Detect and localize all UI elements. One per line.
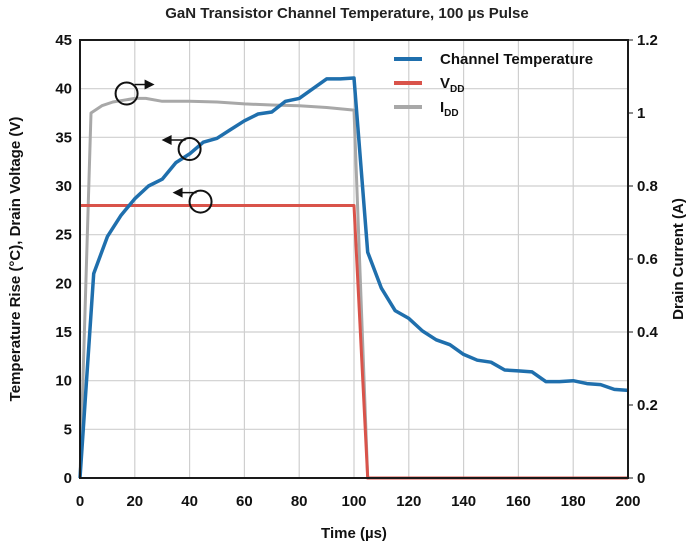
x-tick-labels: 0 20 40 60 80 100 120 140 160 180 200 (76, 493, 641, 510)
y-right-axis-label: Drain Current (A) (670, 198, 687, 320)
y-left-tick-label: 5 (64, 421, 72, 438)
y-left-tick-label: 20 (55, 275, 72, 292)
y-left-tick-label: 45 (55, 32, 72, 49)
y-left-tick-label: 0 (64, 470, 72, 487)
y-left-tick-labels: 0 5 10 15 20 25 30 35 40 45 (55, 32, 72, 487)
legend-label-main: I (440, 99, 444, 116)
y-left-tick-label: 40 (55, 81, 72, 98)
x-tick-label: 200 (615, 493, 640, 510)
legend-label: Channel Temperature (440, 51, 593, 68)
legend-item: IDD (394, 99, 459, 119)
x-tick-label: 60 (236, 493, 253, 510)
legend-label: IDD (440, 99, 459, 119)
chart-title: GaN Transistor Channel Temperature, 100 … (165, 5, 529, 22)
pointer-circle (188, 189, 213, 214)
arrow-left-icon (161, 135, 172, 146)
arrow-right-icon (144, 79, 155, 90)
y-left-tick-label: 15 (55, 324, 72, 341)
legend-label-main: V (440, 75, 450, 92)
y-right-tick-label: 1 (637, 105, 645, 122)
pointer-circle (177, 137, 202, 162)
arrow-left-icon (172, 187, 183, 198)
x-tick-label: 180 (561, 493, 586, 510)
legend-item: Channel Temperature (394, 51, 593, 68)
legend-item: VDD (394, 75, 464, 95)
pointer-circle (114, 81, 139, 106)
y-left-tick-label: 25 (55, 227, 72, 244)
x-tick-label: 40 (181, 493, 198, 510)
y-right-tick-label: 0.2 (637, 397, 658, 414)
x-tick-label: 140 (451, 493, 476, 510)
legend-label: VDD (440, 75, 464, 95)
y-left-tick-label: 10 (55, 373, 72, 390)
legend-label-main: Channel Temperature (440, 51, 593, 68)
axis-pointer-idd (114, 79, 155, 106)
y-left-axis-label: Temperature Rise (°C), Drain Voltage (V) (7, 117, 24, 402)
series-line-idd (78, 96, 628, 480)
x-tick-label: 20 (126, 493, 143, 510)
axis-pointer-channel-temperature (161, 135, 202, 162)
y-right-tick-label: 0.6 (637, 251, 658, 268)
legend-label-subscript: DD (450, 84, 464, 95)
gridlines (79, 39, 629, 479)
y-right-tick-label: 0.4 (637, 324, 659, 341)
x-tick-label: 0 (76, 493, 84, 510)
x-tick-label: 80 (291, 493, 308, 510)
x-tick-label: 120 (396, 493, 421, 510)
legend-label-subscript: DD (444, 108, 458, 119)
y-left-tick-label: 35 (55, 129, 72, 146)
y-right-tick-label: 0.8 (637, 178, 658, 195)
annotations (114, 79, 213, 214)
y-right-tick-label: 0 (637, 470, 645, 487)
x-tick-label: 100 (341, 493, 366, 510)
series-line-channel-temperature (78, 76, 629, 479)
axis-pointer-vdd (172, 187, 213, 214)
y-left-tick-label: 30 (55, 178, 72, 195)
x-axis-label: Time (µs) (321, 525, 387, 542)
x-tick-label: 160 (506, 493, 531, 510)
y-right-tick-label: 1.2 (637, 32, 658, 49)
y-right-tick-labels: 0 0.2 0.4 0.6 0.8 1 1.2 (628, 32, 659, 487)
